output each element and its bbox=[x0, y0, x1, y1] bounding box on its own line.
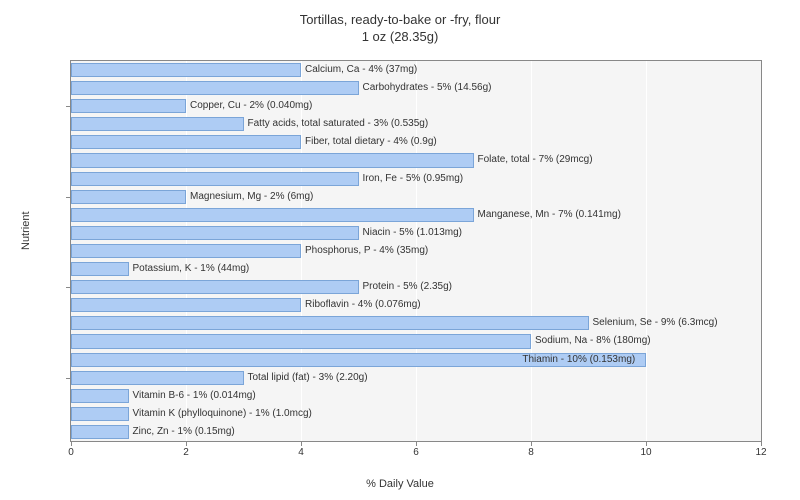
nutrient-bar bbox=[71, 298, 301, 312]
nutrient-bar bbox=[71, 153, 474, 167]
x-tick bbox=[301, 441, 302, 446]
nutrient-bar bbox=[71, 389, 129, 403]
nutrient-bar bbox=[71, 63, 301, 77]
nutrient-bar-label: Calcium, Ca - 4% (37mg) bbox=[305, 63, 417, 77]
nutrient-bar-label: Phosphorus, P - 4% (35mg) bbox=[305, 244, 428, 258]
nutrient-bar-label: Folate, total - 7% (29mcg) bbox=[478, 153, 593, 167]
nutrient-bar bbox=[71, 244, 301, 258]
x-tick bbox=[186, 441, 187, 446]
nutrient-bar-label: Fatty acids, total saturated - 3% (0.535… bbox=[248, 117, 429, 131]
nutrition-chart: Tortillas, ready-to-bake or -fry, flour … bbox=[0, 0, 800, 500]
gridline bbox=[531, 61, 532, 441]
nutrient-bar-label: Thiamin - 10% (0.153mg) bbox=[522, 353, 635, 367]
nutrient-bar-label: Carbohydrates - 5% (14.56g) bbox=[363, 81, 492, 95]
title-line1: Tortillas, ready-to-bake or -fry, flour bbox=[300, 12, 501, 27]
nutrient-bar-label: Magnesium, Mg - 2% (6mg) bbox=[190, 190, 313, 204]
nutrient-bar bbox=[71, 407, 129, 421]
nutrient-bar bbox=[71, 81, 359, 95]
nutrient-bar bbox=[71, 280, 359, 294]
nutrient-bar bbox=[71, 371, 244, 385]
x-tick bbox=[416, 441, 417, 446]
nutrient-bar-label: Zinc, Zn - 1% (0.15mg) bbox=[133, 425, 235, 439]
y-axis-label: Nutrient bbox=[20, 211, 32, 250]
nutrient-bar-label: Vitamin K (phylloquinone) - 1% (1.0mcg) bbox=[133, 407, 312, 421]
gridline bbox=[646, 61, 647, 441]
nutrient-bar bbox=[71, 135, 301, 149]
nutrient-bar bbox=[71, 262, 129, 276]
x-tick-label: 10 bbox=[640, 447, 651, 458]
nutrient-bar-label: Iron, Fe - 5% (0.95mg) bbox=[363, 172, 464, 186]
x-tick-label: 6 bbox=[413, 447, 419, 458]
x-tick-label: 12 bbox=[755, 447, 766, 458]
nutrient-bar-label: Sodium, Na - 8% (180mg) bbox=[535, 334, 651, 348]
nutrient-bar-label: Fiber, total dietary - 4% (0.9g) bbox=[305, 135, 437, 149]
nutrient-bar bbox=[71, 117, 244, 131]
nutrient-bar bbox=[71, 208, 474, 222]
nutrient-bar bbox=[71, 226, 359, 240]
chart-title: Tortillas, ready-to-bake or -fry, flour … bbox=[0, 0, 800, 46]
nutrient-bar bbox=[71, 316, 589, 330]
nutrient-bar bbox=[71, 334, 531, 348]
nutrient-bar-label: Protein - 5% (2.35g) bbox=[363, 280, 453, 294]
x-tick bbox=[531, 441, 532, 446]
nutrient-bar-label: Potassium, K - 1% (44mg) bbox=[133, 262, 250, 276]
nutrient-bar-label: Total lipid (fat) - 3% (2.20g) bbox=[248, 371, 368, 385]
nutrient-bar-label: Riboflavin - 4% (0.076mg) bbox=[305, 298, 421, 312]
x-tick bbox=[71, 441, 72, 446]
x-tick bbox=[646, 441, 647, 446]
nutrient-bar-label: Vitamin B-6 - 1% (0.014mg) bbox=[133, 389, 256, 403]
nutrient-bar-label: Selenium, Se - 9% (6.3mcg) bbox=[593, 316, 718, 330]
nutrient-bar-label: Niacin - 5% (1.013mg) bbox=[363, 226, 462, 240]
title-line2: 1 oz (28.35g) bbox=[362, 29, 439, 44]
nutrient-bar bbox=[71, 99, 186, 113]
x-tick-label: 2 bbox=[183, 447, 189, 458]
nutrient-bar bbox=[71, 425, 129, 439]
x-tick-label: 8 bbox=[528, 447, 534, 458]
nutrient-bar bbox=[71, 172, 359, 186]
nutrient-bar bbox=[71, 190, 186, 204]
x-tick bbox=[761, 441, 762, 446]
x-tick-label: 0 bbox=[68, 447, 74, 458]
plot-area: 024681012Calcium, Ca - 4% (37mg)Carbohyd… bbox=[70, 60, 762, 442]
x-tick-label: 4 bbox=[298, 447, 304, 458]
nutrient-bar-label: Manganese, Mn - 7% (0.141mg) bbox=[478, 208, 621, 222]
nutrient-bar-label: Copper, Cu - 2% (0.040mg) bbox=[190, 99, 312, 113]
x-axis-label: % Daily Value bbox=[0, 478, 800, 490]
